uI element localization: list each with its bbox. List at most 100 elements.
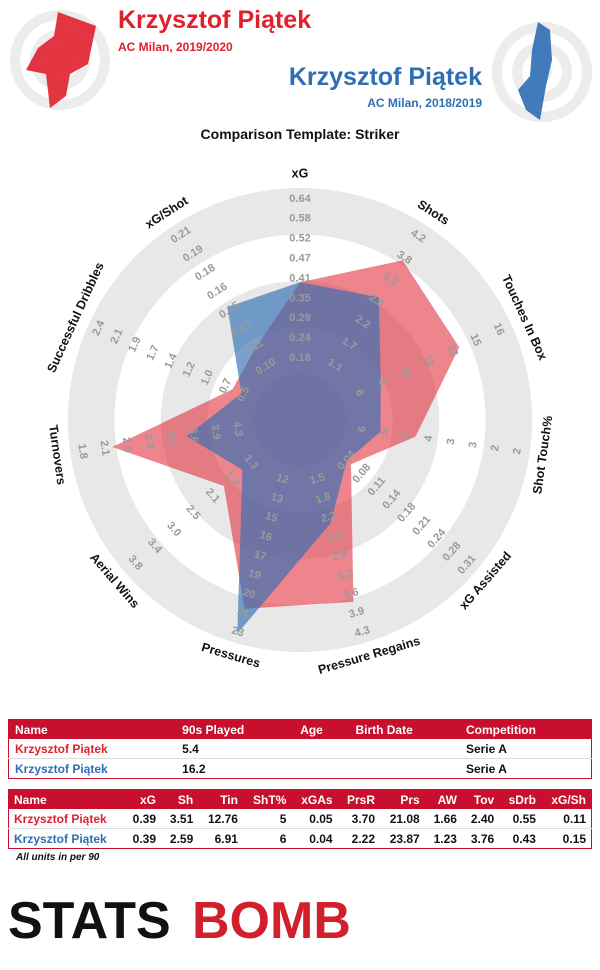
table-cell: Serie A <box>465 761 507 776</box>
tick-label: 2.9 <box>331 548 349 564</box>
tick-label: 23 <box>230 625 245 640</box>
player1-name: Krzysztof Piątek <box>118 6 312 34</box>
table-row: Krzysztof Piątek 0.39 2.59 6.91 6 0.04 2.22 23.… <box>9 829 592 849</box>
tick-label: 20 <box>241 586 256 601</box>
radar-badge-icon-2 <box>492 22 592 122</box>
tick-label: 2.1 <box>108 327 125 346</box>
table-cell: 0.43 <box>512 831 536 846</box>
table-cell <box>294 739 350 759</box>
table-cell: 5 <box>242 809 292 829</box>
table-row: Krzysztof Piątek 16.2 Serie A <box>9 759 592 779</box>
table-cell: 3.76 <box>470 831 495 846</box>
tick-label: 10 <box>398 364 414 380</box>
table-cell: 0.11 <box>540 809 592 829</box>
tick-label: 3.9 <box>208 424 222 441</box>
column-header: Name <box>8 719 177 739</box>
tick-label: 5 <box>400 431 413 439</box>
table-cell: 23.87 <box>389 831 420 846</box>
column-header: Birth Date <box>349 719 460 739</box>
table-cell: 3.70 <box>337 809 381 829</box>
logo-part2: BOMB <box>192 892 351 948</box>
axis-label: Shot Touch% <box>530 415 555 495</box>
table-cell <box>349 739 460 759</box>
tick-label: 4 <box>423 434 436 443</box>
tick-label: 0.52 <box>289 233 310 245</box>
tick-label: 15 <box>264 510 279 525</box>
column-header: xG/Sh <box>540 789 592 809</box>
tick-label: 2.2 <box>320 510 338 526</box>
tick-label: 6 <box>352 388 365 399</box>
stats-table: Name xG Sh Tin ShT% xGAs PrsR Prs AW Tov sDrb xG/Sh… <box>8 789 592 849</box>
tick-label: 13 <box>269 491 284 506</box>
tick-label: 16 <box>491 321 507 337</box>
template-title: Comparison Template: Striker <box>200 126 400 142</box>
column-header: Name <box>8 789 124 809</box>
column-header: Prs <box>380 789 425 809</box>
tick-label: 11 <box>421 353 437 369</box>
table-cell: Krzysztof Piątek <box>14 831 107 846</box>
tick-label: 0.7 <box>217 377 234 396</box>
statsbomb-logo: STATS BOMB <box>8 892 351 948</box>
tick-label: 1.2 <box>181 360 198 379</box>
tick-label: 0.24 <box>289 332 311 344</box>
tick-label: 2.5 <box>120 436 134 453</box>
table-cell: 6.91 <box>214 831 238 846</box>
footnote: All units in per 90 <box>16 852 100 863</box>
table-cell: 2.22 <box>351 831 376 846</box>
tick-label: 0.29 <box>289 312 310 324</box>
tick-label: 0.35 <box>289 292 310 304</box>
tick-label: 0.47 <box>289 253 310 265</box>
column-header: ShT% <box>242 789 292 809</box>
tick-label: 1.9 <box>126 335 143 354</box>
table-cell: Krzysztof Piątek <box>15 761 108 776</box>
tick-label: 15 <box>467 332 483 348</box>
column-header: xG <box>123 789 162 809</box>
table-cell: 0.39 <box>132 831 157 846</box>
tick-label: 21 <box>236 605 251 620</box>
tick-label: 3.6 <box>186 427 200 444</box>
table-cell: 12.76 <box>198 809 243 829</box>
table-cell: 6 <box>279 831 287 846</box>
table-cell: 0.05 <box>291 809 338 829</box>
tick-label: 4.3 <box>353 624 371 640</box>
tick-label: 3.9 <box>348 605 366 621</box>
table-cell: 0.15 <box>562 831 586 846</box>
table-cell: 0.55 <box>499 809 541 829</box>
table-row: Krzysztof Piątek 5.4 Serie A <box>8 739 592 759</box>
player2-name: Krzysztof Piątek <box>288 63 482 91</box>
tick-label: 3.6 <box>342 586 360 602</box>
tick-label: 8 <box>376 377 389 388</box>
axis-label: xG <box>292 166 309 180</box>
tick-label: 3.2 <box>164 430 178 447</box>
tick-label: 0.41 <box>289 272 310 284</box>
table-cell: 5.4 <box>176 739 295 759</box>
axis-label: Turnovers <box>46 424 68 486</box>
tick-label: 2.1 <box>98 440 112 457</box>
info-table: Name 90s Played Age Birth Date Competition K… <box>8 719 592 779</box>
tick-label: 0.64 <box>289 193 311 205</box>
tick-label: 3.2 <box>336 567 354 583</box>
tick-label: 2 <box>511 447 524 455</box>
table-cell <box>349 759 460 779</box>
table-cell: 16.2 <box>182 761 206 776</box>
tick-label: 0.18 <box>289 352 310 364</box>
radar-chart: 0.180.240.290.350.410.470.520.580.641.11… <box>44 166 555 677</box>
tick-label: 19 <box>247 567 262 582</box>
column-header: Sh <box>161 789 199 809</box>
table-cell: 0.04 <box>309 831 333 846</box>
column-header: Competition <box>459 719 592 739</box>
table-cell: 2.40 <box>461 809 500 829</box>
tick-label: 13 <box>444 342 460 358</box>
tick-label: 0.5 <box>235 385 252 404</box>
logo-part1: STATS <box>8 892 171 948</box>
tick-label: 2 <box>489 444 502 452</box>
tick-label: 1.0 <box>199 368 216 387</box>
player1-team-season: AC Milan, 2019/2020 <box>118 40 233 54</box>
column-header: sDrb <box>499 789 541 809</box>
tick-label: 4.3 <box>231 421 245 438</box>
tick-label: 3 <box>467 441 480 449</box>
table-cell: 1.23 <box>433 831 457 846</box>
column-header: 90s Played <box>176 719 295 739</box>
tick-label: 1.7 <box>144 343 161 362</box>
table-cell: 0.39 <box>123 809 162 829</box>
